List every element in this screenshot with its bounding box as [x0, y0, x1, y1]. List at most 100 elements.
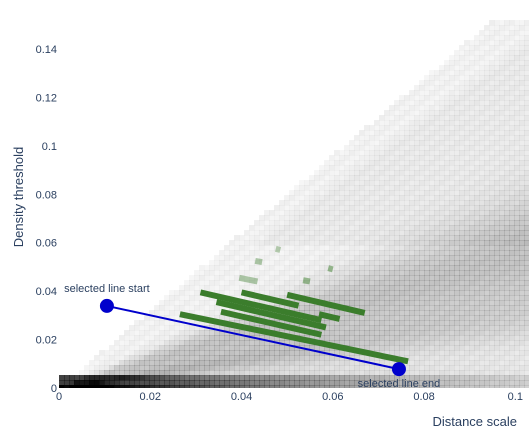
- heatmap-cell: [454, 85, 460, 91]
- heatmap-cell: [504, 240, 510, 246]
- heatmap-cell: [359, 170, 365, 176]
- heatmap-cell: [414, 375, 420, 381]
- heatmap-cell: [319, 190, 325, 196]
- heatmap-cell: [449, 65, 455, 71]
- heatmap-cell: [434, 380, 440, 386]
- heatmap-cell: [384, 360, 390, 366]
- heatmap-cell: [289, 230, 295, 236]
- heatmap-cell: [234, 320, 240, 326]
- heatmap-cell: [284, 230, 290, 236]
- selected-line-start-marker[interactable]: [99, 298, 114, 313]
- heatmap-cell: [339, 280, 345, 286]
- heatmap-cell: [364, 250, 370, 256]
- heatmap-cell: [504, 280, 510, 286]
- heatmap-cell: [359, 315, 365, 321]
- heatmap-cell: [114, 380, 120, 386]
- heatmap-cell: [109, 345, 115, 351]
- heatmap-cell: [404, 95, 410, 101]
- heatmap-cell: [494, 365, 500, 371]
- heatmap-cell: [479, 355, 485, 361]
- heatmap-cell: [269, 375, 275, 381]
- heatmap-cell: [139, 370, 145, 376]
- heatmap-cell: [349, 370, 355, 376]
- green-segment: [240, 289, 300, 309]
- heatmap-cell: [354, 235, 360, 241]
- heatmap-cell: [339, 325, 345, 331]
- heatmap-cell: [369, 185, 375, 191]
- heatmap-cell: [384, 295, 390, 301]
- heatmap-cell: [134, 325, 140, 331]
- heatmap-cell: [444, 260, 450, 266]
- heatmap-cell: [414, 275, 420, 281]
- heatmap-cell: [389, 200, 395, 206]
- heatmap-cell: [359, 325, 365, 331]
- heatmap-cell: [379, 160, 385, 166]
- heatmap-cell: [214, 285, 219, 290]
- heatmap-cell: [169, 350, 175, 356]
- heatmap-cell: [404, 250, 410, 256]
- heatmap-cell: [439, 80, 445, 86]
- heatmap-cell: [469, 370, 475, 376]
- heatmap-cell: [334, 240, 340, 246]
- heatmap-cell: [344, 190, 350, 196]
- heatmap-cell: [369, 290, 375, 296]
- heatmap-cell: [504, 90, 510, 96]
- heatmap-cell: [509, 25, 514, 30]
- heatmap-cell: [459, 110, 465, 116]
- heatmap-cell: [354, 215, 360, 221]
- heatmap-cell: [499, 360, 505, 366]
- heatmap-cell: [434, 245, 440, 251]
- heatmap-cell: [394, 215, 400, 221]
- heatmap-cell: [344, 320, 350, 326]
- heatmap-cell: [104, 350, 110, 356]
- heatmap-cell: [474, 350, 480, 356]
- heatmap-cell: [484, 300, 490, 306]
- selected-line[interactable]: [106, 304, 400, 371]
- heatmap-cell: [519, 170, 525, 176]
- heatmap-cell: [449, 100, 455, 106]
- heatmap-cell: [84, 385, 90, 388]
- heatmap-cell: [519, 230, 525, 236]
- heatmap-cell: [444, 190, 450, 196]
- heatmap-cell: [389, 225, 395, 231]
- heatmap-cell: [494, 55, 500, 61]
- heatmap-cell: [419, 125, 425, 131]
- heatmap-cell: [494, 250, 500, 256]
- heatmap-cell: [154, 345, 160, 351]
- heatmap-cell: [359, 260, 365, 266]
- heatmap-cell: [134, 335, 140, 341]
- heatmap-cell: [474, 80, 480, 86]
- heatmap-cell: [364, 295, 370, 301]
- heatmap-cell: [459, 155, 465, 161]
- heatmap-cell: [504, 160, 510, 166]
- heatmap-cell: [399, 145, 405, 151]
- heatmap-cell: [219, 350, 225, 356]
- heatmap-cell: [514, 350, 520, 356]
- heatmap-cell: [509, 280, 515, 286]
- heatmap-cell: [409, 305, 415, 311]
- heatmap-cell: [479, 360, 485, 366]
- heatmap-cell: [524, 335, 529, 341]
- heatmap-cell: [519, 320, 525, 326]
- heatmap-cell: [479, 245, 485, 251]
- heatmap-cell: [304, 355, 310, 361]
- heatmap-cell: [334, 265, 340, 271]
- heatmap-cell: [384, 190, 390, 196]
- selected-line-end-marker[interactable]: [391, 362, 406, 377]
- heatmap-cell: [319, 280, 325, 286]
- heatmap-cell: [359, 300, 365, 306]
- heatmap-cell: [449, 385, 455, 388]
- heatmap-cell: [199, 305, 205, 311]
- heatmap-cell: [274, 335, 280, 341]
- heatmap-cell: [194, 355, 200, 361]
- heatmap-cell: [449, 290, 455, 296]
- heatmap-cell: [494, 45, 500, 51]
- heatmap-cell: [409, 160, 415, 166]
- heatmap-cell: [504, 260, 510, 266]
- heatmap-cell: [369, 205, 375, 211]
- heatmap-cell: [489, 80, 495, 86]
- heatmap-cell: [354, 315, 360, 321]
- heatmap-cell: [504, 305, 510, 311]
- heatmap-cell: [489, 195, 495, 201]
- heatmap-cell: [344, 265, 350, 271]
